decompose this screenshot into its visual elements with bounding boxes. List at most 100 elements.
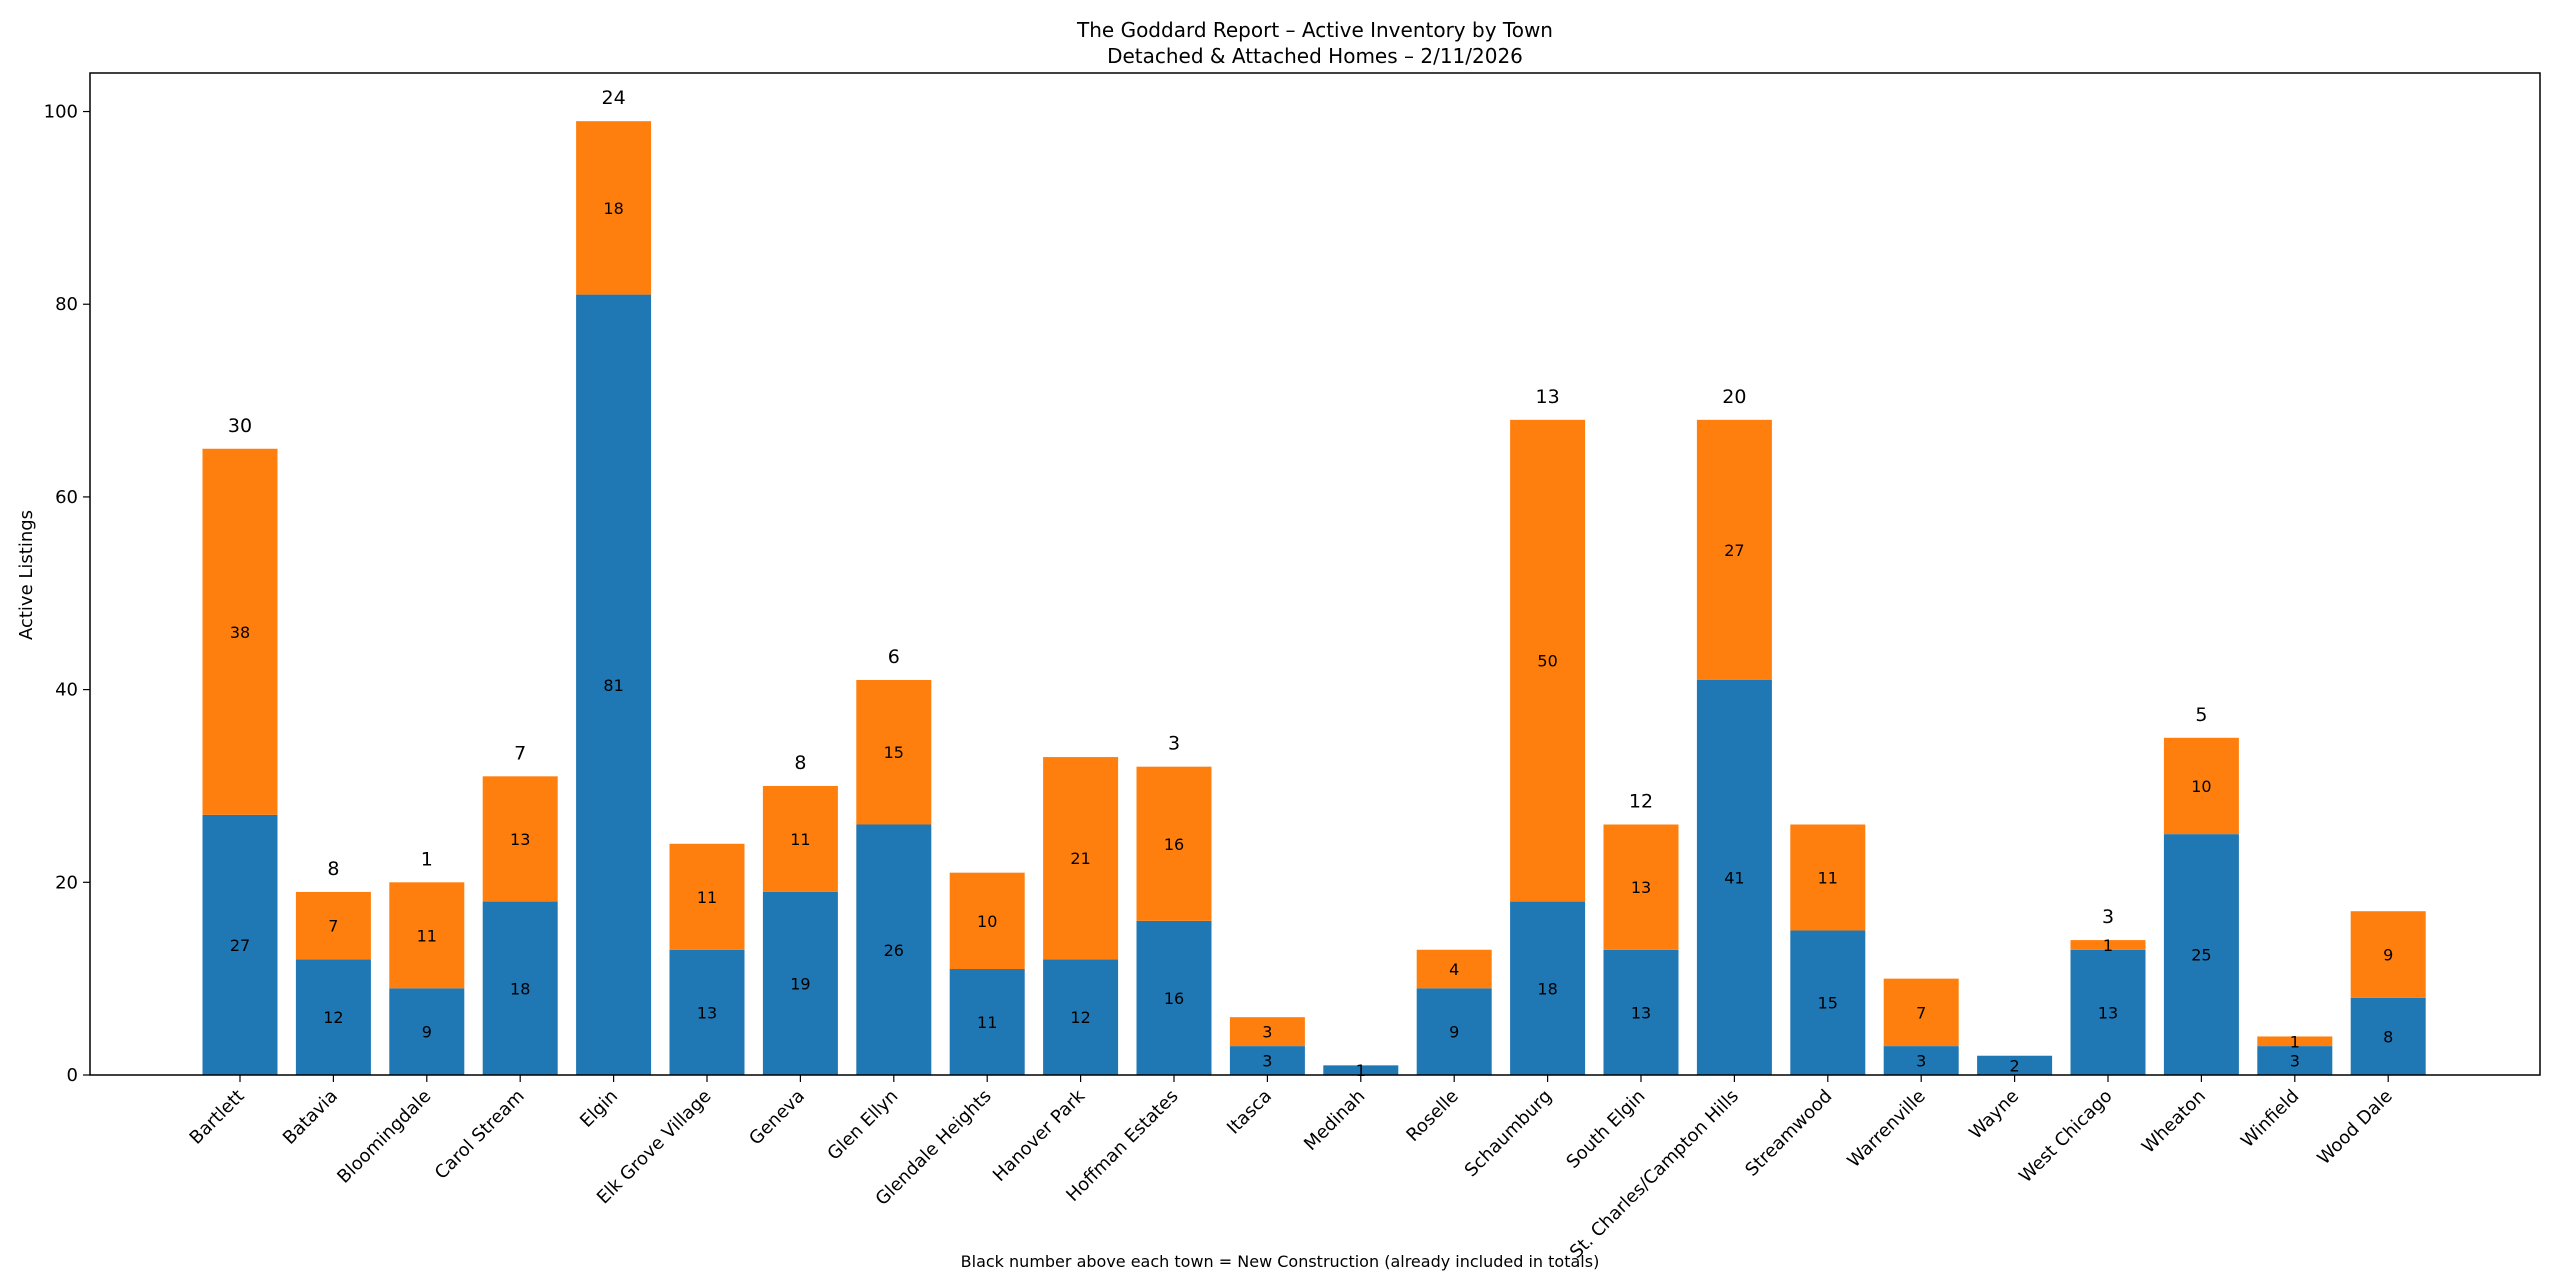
label-new-construction-west-chicago: 3 — [2102, 906, 2114, 928]
bar-detached-warrenville — [1883, 1046, 1959, 1075]
bar-detached-south-elgin — [1603, 949, 1679, 1075]
chart-title: The Goddard Report – Active Inventory by… — [1076, 18, 1553, 42]
label-new-construction-bloomingdale: 1 — [421, 848, 433, 870]
label-attached-elk-grove-village: 11 — [697, 888, 717, 907]
y-tick-label-100: 100 — [44, 102, 78, 123]
chart-subtitle: Detached & Attached Homes – 2/11/2026 — [1107, 44, 1523, 68]
bar-detached-elk-grove-village — [669, 949, 745, 1075]
label-detached-st-charles-campton-hills: 41 — [1724, 868, 1744, 887]
bar-attached-hanover-park — [1043, 757, 1119, 960]
bar-detached-itasca — [1229, 1046, 1305, 1075]
bar-attached-carol-stream — [482, 776, 558, 902]
label-new-construction-elgin: 24 — [602, 87, 626, 109]
label-attached-st-charles-campton-hills: 27 — [1724, 541, 1744, 560]
bar-detached-elgin — [576, 294, 652, 1075]
bar-attached-elgin — [576, 121, 652, 295]
bar-detached-wheaton — [2163, 834, 2239, 1075]
bar-attached-bartlett — [202, 448, 278, 815]
label-attached-schaumburg: 50 — [1537, 652, 1557, 671]
x-tick-label-st-charles-campton-hills: St. Charles/Campton Hills — [1566, 1086, 1743, 1263]
bar-attached-hoffman-estates — [1136, 766, 1212, 921]
bar-attached-streamwood — [1790, 824, 1866, 931]
bar-attached-wheaton — [2163, 737, 2239, 835]
bar-attached-west-chicago — [2070, 940, 2146, 950]
y-tick-label-0: 0 — [67, 1065, 78, 1086]
label-attached-streamwood: 11 — [1818, 868, 1838, 887]
label-attached-elgin: 18 — [603, 199, 623, 218]
x-tick-label-hanover-park: Hanover Park — [989, 1085, 1090, 1186]
label-new-construction-bartlett: 30 — [228, 415, 252, 437]
bar-detached-glen-ellyn — [856, 824, 932, 1075]
bar-attached-warrenville — [1883, 978, 1959, 1047]
label-attached-south-elgin: 13 — [1631, 878, 1651, 897]
label-new-construction-batavia: 8 — [327, 858, 339, 880]
label-new-construction-hoffman-estates: 3 — [1168, 733, 1180, 755]
bar-detached-roselle — [1416, 988, 1492, 1075]
label-attached-west-chicago: 1 — [2103, 936, 2113, 955]
x-tick-label-schaumburg: Schaumburg — [1461, 1086, 1556, 1181]
label-detached-elk-grove-village: 13 — [697, 1003, 717, 1022]
x-tick-label-bloomingdale: Bloomingdale — [333, 1086, 435, 1188]
label-attached-bloomingdale: 11 — [417, 926, 437, 945]
label-new-construction-glen-ellyn: 6 — [888, 646, 900, 668]
label-new-construction-south-elgin: 12 — [1629, 791, 1653, 813]
label-detached-hanover-park: 12 — [1070, 1008, 1090, 1027]
x-tick-label-glen-ellyn: Glen Ellyn — [823, 1086, 902, 1165]
bar-detached-hanover-park — [1043, 959, 1119, 1075]
x-tick-label-streamwood: Streamwood — [1741, 1086, 1836, 1181]
bar-detached-streamwood — [1790, 930, 1866, 1075]
bar-detached-winfield — [2257, 1046, 2333, 1075]
bar-attached-winfield — [2257, 1036, 2333, 1047]
label-detached-warrenville: 3 — [1916, 1052, 1926, 1071]
bar-attached-itasca — [1229, 1017, 1305, 1047]
bar-detached-medinah — [1323, 1065, 1399, 1075]
bar-detached-west-chicago — [2070, 949, 2146, 1075]
bar-detached-bartlett — [202, 814, 278, 1075]
x-tick-label-batavia: Batavia — [279, 1086, 342, 1149]
label-attached-geneva: 11 — [790, 830, 810, 849]
bar-detached-st-charles-campton-hills — [1696, 679, 1772, 1075]
label-attached-roselle: 4 — [1449, 960, 1459, 979]
bar-detached-carol-stream — [482, 901, 558, 1075]
bar-attached-roselle — [1416, 949, 1492, 989]
bar-detached-schaumburg — [1510, 901, 1586, 1075]
label-attached-hoffman-estates: 16 — [1164, 835, 1184, 854]
label-detached-schaumburg: 18 — [1537, 979, 1557, 998]
x-tick-label-itasca: Itasca — [1223, 1086, 1276, 1139]
bars-layer: 2738301278911118137811824131119118261561… — [202, 87, 2426, 1080]
bar-attached-south-elgin — [1603, 824, 1679, 950]
footnote: Black number above each town = New Const… — [961, 1252, 1600, 1271]
label-detached-glendale-heights: 11 — [977, 1013, 997, 1032]
x-tick-label-wheaton: Wheaton — [2138, 1086, 2210, 1158]
x-tick-label-south-elgin: South Elgin — [1562, 1086, 1649, 1173]
label-detached-roselle: 9 — [1449, 1023, 1459, 1042]
label-detached-south-elgin: 13 — [1631, 1003, 1651, 1022]
label-attached-hanover-park: 21 — [1070, 849, 1090, 868]
label-detached-geneva: 19 — [790, 974, 810, 993]
bar-detached-wayne — [1977, 1055, 2053, 1075]
bar-attached-batavia — [295, 891, 371, 960]
bar-attached-glen-ellyn — [856, 679, 932, 825]
x-tick-label-medinah: Medinah — [1300, 1086, 1369, 1155]
x-tick-label-west-chicago: West Chicago — [2015, 1086, 2116, 1187]
x-tick-label-warrenville: Warrenville — [1843, 1086, 1929, 1172]
label-attached-winfield: 1 — [2290, 1032, 2300, 1051]
y-tick-label-80: 80 — [55, 294, 78, 315]
label-attached-wood-dale: 9 — [2383, 946, 2393, 965]
bar-attached-elk-grove-village — [669, 843, 745, 950]
x-tick-label-geneva: Geneva — [745, 1086, 809, 1150]
label-new-construction-geneva: 8 — [794, 752, 806, 774]
label-attached-glen-ellyn: 15 — [884, 743, 904, 762]
label-detached-winfield: 3 — [2290, 1052, 2300, 1071]
label-detached-streamwood: 15 — [1818, 994, 1838, 1013]
y-tick-label-40: 40 — [55, 680, 78, 701]
x-tick-label-wood-dale: Wood Dale — [2313, 1086, 2396, 1169]
label-detached-itasca: 3 — [1262, 1052, 1272, 1071]
label-new-construction-carol-stream: 7 — [514, 742, 526, 764]
y-axis-label: Active Listings — [16, 510, 37, 640]
label-attached-batavia: 7 — [328, 917, 338, 936]
label-detached-bartlett: 27 — [230, 936, 250, 955]
bar-attached-glendale-heights — [949, 872, 1025, 970]
bar-detached-geneva — [762, 891, 838, 1075]
